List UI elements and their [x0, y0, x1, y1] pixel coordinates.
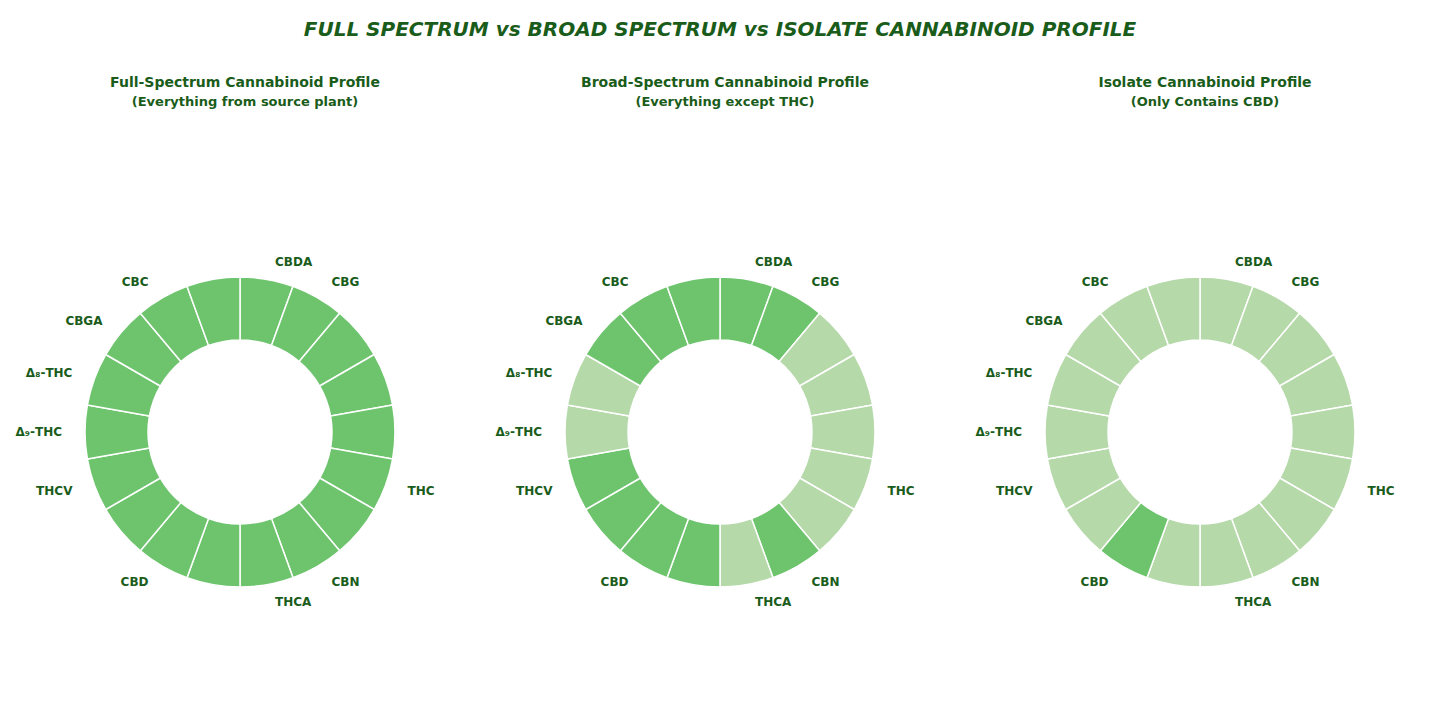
svg-text:(Everything from source plant): (Everything from source plant) [132, 94, 358, 109]
svg-text:CBN: CBN [1292, 575, 1320, 589]
svg-text:CBN: CBN [332, 575, 360, 589]
svg-text:Isolate Cannabinoid Profile: Isolate Cannabinoid Profile [1098, 74, 1311, 90]
svg-text:CBGA: CBGA [545, 314, 583, 328]
svg-text:Δ₉-THC: Δ₉-THC [495, 425, 542, 439]
svg-text:Δ₈-THC: Δ₈-THC [26, 366, 73, 380]
svg-text:CBG: CBG [332, 275, 360, 289]
svg-text:CBC: CBC [1082, 275, 1109, 289]
svg-text:THCA: THCA [1235, 595, 1272, 609]
svg-text:THCV: THCV [516, 484, 553, 498]
svg-text:CBG: CBG [812, 275, 840, 289]
svg-text:(Everything except THC): (Everything except THC) [635, 94, 814, 109]
svg-text:CBD: CBD [601, 575, 629, 589]
svg-text:CBD: CBD [121, 575, 149, 589]
svg-text:Broad-Spectrum Cannabinoid Pro: Broad-Spectrum Cannabinoid Profile [581, 74, 869, 90]
svg-text:CBD: CBD [1081, 575, 1109, 589]
svg-text:CBDA: CBDA [275, 255, 313, 269]
svg-text:CBC: CBC [122, 275, 149, 289]
svg-text:Full-Spectrum Cannabinoid Prof: Full-Spectrum Cannabinoid Profile [110, 74, 380, 90]
svg-text:CBC: CBC [602, 275, 629, 289]
svg-text:CBGA: CBGA [65, 314, 103, 328]
svg-text:Δ₉-THC: Δ₉-THC [975, 425, 1022, 439]
svg-text:CBG: CBG [1292, 275, 1320, 289]
svg-text:(Only Contains CBD): (Only Contains CBD) [1131, 94, 1280, 109]
svg-text:Δ₈-THC: Δ₈-THC [506, 366, 553, 380]
svg-text:THC: THC [1368, 484, 1395, 498]
svg-text:Δ₈-THC: Δ₈-THC [986, 366, 1033, 380]
svg-text:THCA: THCA [275, 595, 312, 609]
svg-text:Δ₉-THC: Δ₉-THC [15, 425, 62, 439]
svg-text:THCV: THCV [36, 484, 73, 498]
svg-text:THCV: THCV [996, 484, 1033, 498]
svg-text:THC: THC [888, 484, 915, 498]
svg-text:CBDA: CBDA [755, 255, 793, 269]
svg-text:CBGA: CBGA [1025, 314, 1063, 328]
svg-text:CBN: CBN [812, 575, 840, 589]
svg-text:CBDA: CBDA [1235, 255, 1273, 269]
svg-text:THC: THC [408, 484, 435, 498]
svg-text:THCA: THCA [755, 595, 792, 609]
svg-text:FULL SPECTRUM vs BROAD SPECTRU: FULL SPECTRUM vs BROAD SPECTRUM vs ISOLA… [304, 17, 1137, 41]
